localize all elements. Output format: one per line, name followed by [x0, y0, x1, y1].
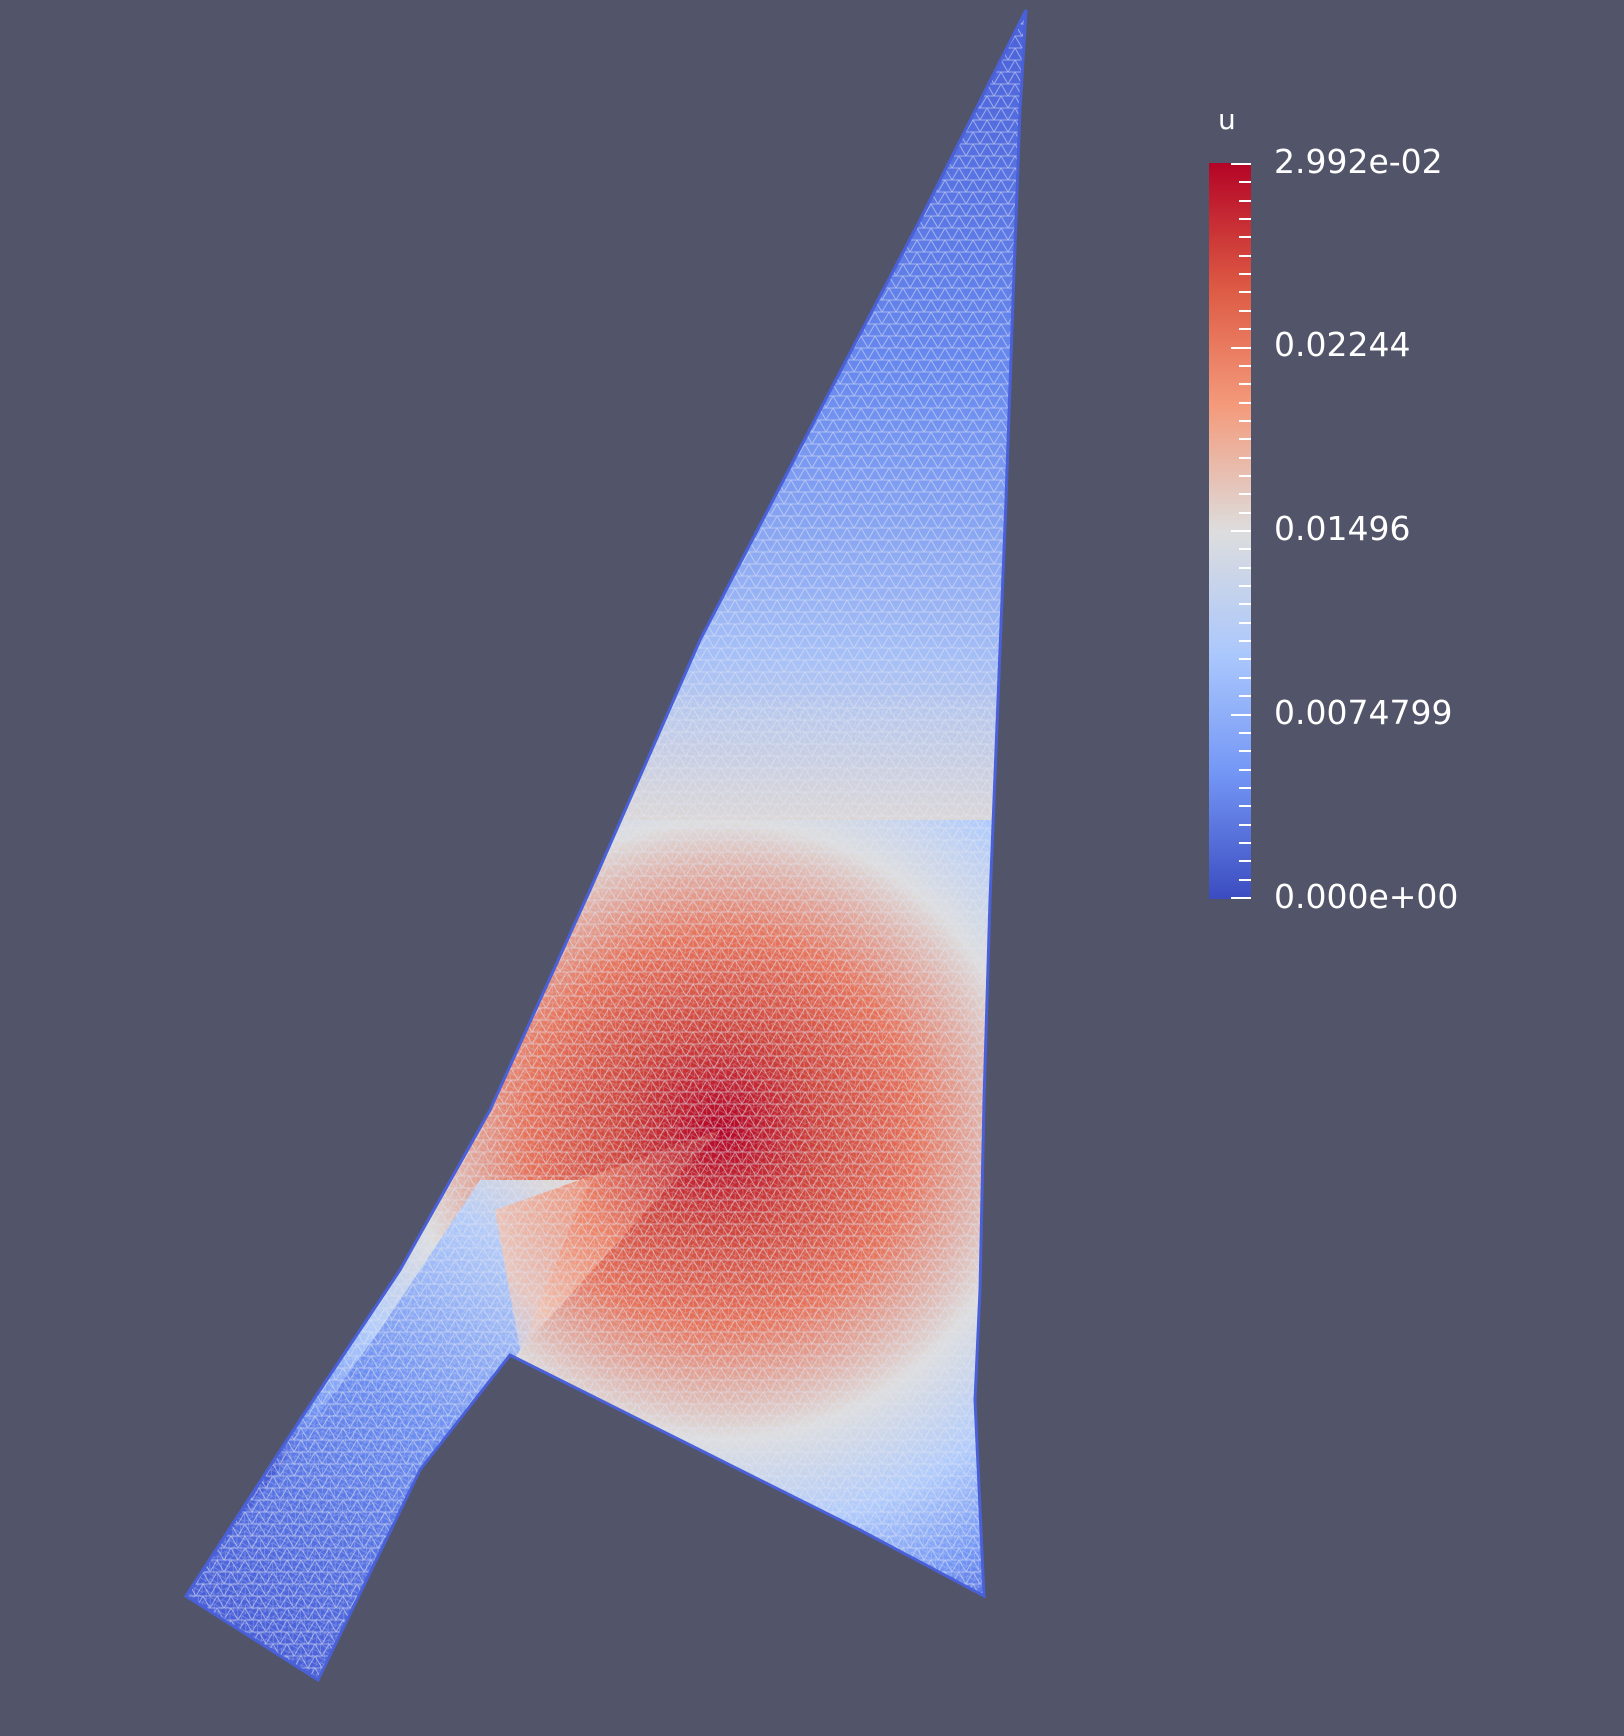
colorbar-label-mid: 0.01496: [1274, 509, 1411, 548]
colorbar-label-min: 0.000e+00: [1274, 877, 1459, 916]
colorbar: [1209, 163, 1251, 899]
colorbar-label-q3: 0.02244: [1274, 325, 1411, 364]
colorbar-label-q1: 0.0074799: [1274, 693, 1453, 732]
colorbar-label-max: 2.992e-02: [1274, 142, 1443, 181]
colorbar-title: u: [1218, 103, 1236, 136]
